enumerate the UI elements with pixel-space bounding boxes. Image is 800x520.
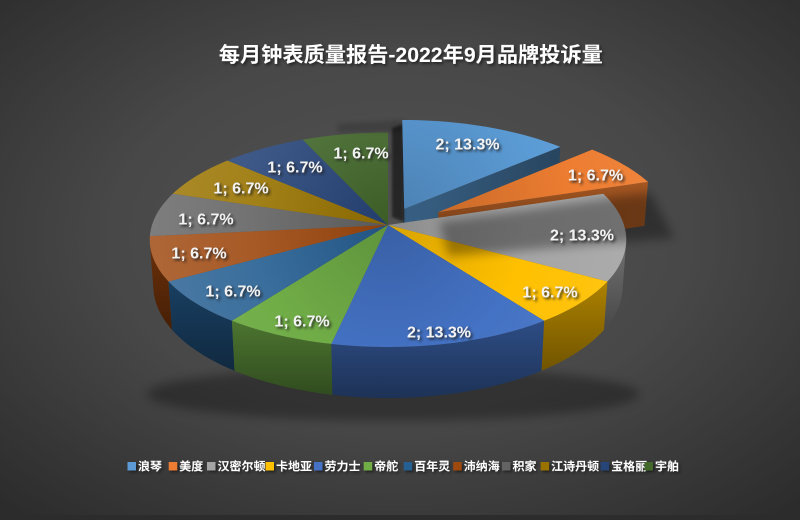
svg-text:-2022: -2022 (388, 44, 442, 67)
svg-text:1; 6.7%: 1; 6.7% (333, 146, 388, 163)
svg-text:1; 6.7%: 1; 6.7% (267, 160, 322, 177)
svg-text:1; 6.7%: 1; 6.7% (522, 285, 577, 302)
svg-text:1; 6.7%: 1; 6.7% (274, 314, 329, 331)
svg-text:1; 6.7%: 1; 6.7% (213, 181, 268, 198)
svg-text:1; 6.7%: 1; 6.7% (205, 284, 260, 301)
svg-text:1; 6.7%: 1; 6.7% (568, 168, 623, 185)
svg-text:1; 6.7%: 1; 6.7% (171, 246, 226, 263)
svg-text:2; 13.3%: 2; 13.3% (435, 137, 499, 154)
svg-text:2; 13.3%: 2; 13.3% (550, 228, 614, 245)
svg-text:2; 13.3%: 2; 13.3% (407, 325, 471, 342)
svg-text:9: 9 (464, 44, 476, 67)
svg-text:1; 6.7%: 1; 6.7% (178, 212, 233, 229)
